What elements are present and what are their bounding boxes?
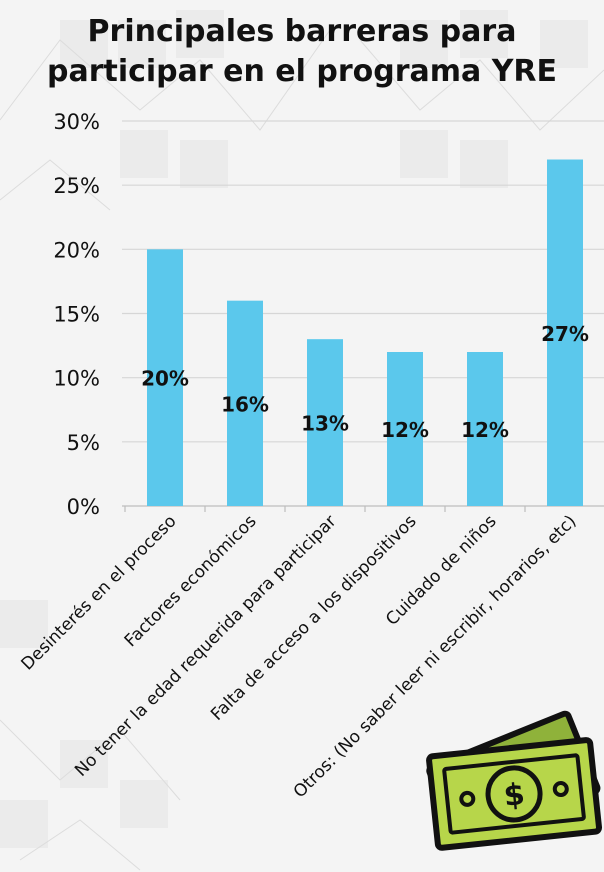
y-tick-label: 5% bbox=[67, 431, 100, 455]
bar bbox=[467, 352, 503, 506]
bar bbox=[147, 249, 183, 507]
x-tick-label: Factores económicos bbox=[121, 511, 261, 651]
y-tick-label: 20% bbox=[53, 238, 100, 262]
y-tick-label: 25% bbox=[53, 174, 100, 198]
data-label: 13% bbox=[301, 412, 349, 436]
data-label: 16% bbox=[221, 392, 269, 416]
money-bill-icon: $ bbox=[426, 710, 603, 851]
data-label: 12% bbox=[381, 418, 429, 442]
svg-text:$: $ bbox=[502, 777, 526, 814]
bar bbox=[387, 352, 423, 506]
x-tick-label: Desinterés en el proceso bbox=[18, 511, 181, 674]
data-label: 27% bbox=[541, 322, 589, 346]
data-label: 20% bbox=[141, 367, 189, 391]
title-line-1: Principales barreras para bbox=[87, 14, 517, 49]
title-line-2: participar en el programa YRE bbox=[46, 54, 558, 89]
y-tick-label: 30% bbox=[53, 110, 100, 134]
chart-title: Principales barreras para participar en … bbox=[0, 12, 604, 92]
bar bbox=[307, 339, 343, 506]
y-tick-label: 0% bbox=[67, 495, 100, 519]
bar bbox=[547, 159, 583, 506]
data-label: 12% bbox=[461, 418, 509, 442]
bar bbox=[227, 300, 263, 506]
y-tick-label: 15% bbox=[53, 303, 100, 327]
y-tick-label: 10% bbox=[53, 367, 100, 391]
